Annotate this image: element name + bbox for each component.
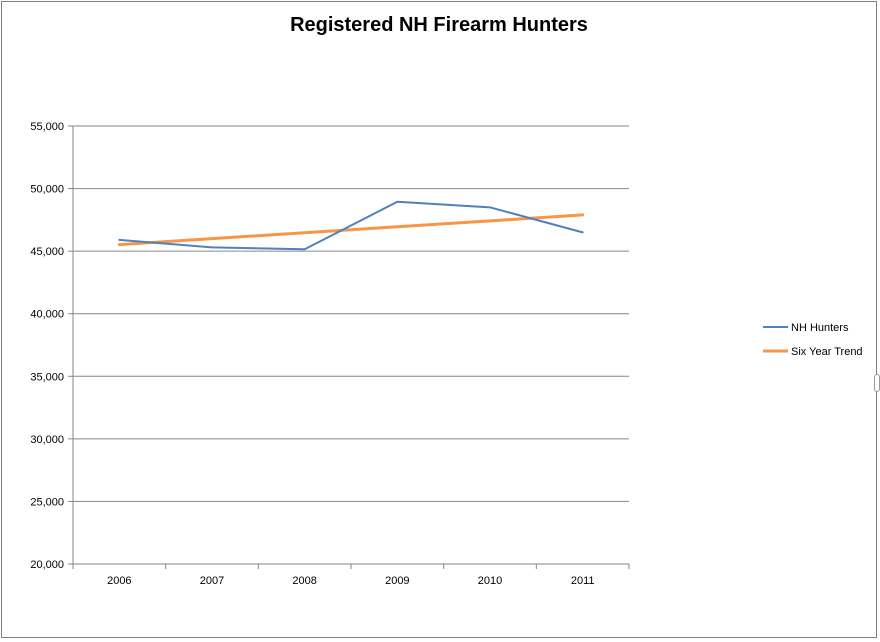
- x-tick-label: 2006: [107, 575, 131, 587]
- x-tick-label: 2007: [200, 575, 224, 587]
- y-tick-label: 55,000: [30, 121, 64, 133]
- x-tick-label: 2009: [385, 575, 409, 587]
- y-tick-label: 50,000: [30, 184, 64, 196]
- chart-title: Registered NH Firearm Hunters: [290, 14, 588, 36]
- y-tick-label: 45,000: [30, 246, 64, 258]
- x-tick-label: 2008: [292, 575, 316, 587]
- x-tick-label: 2011: [571, 575, 595, 587]
- x-tick-label: 2010: [478, 575, 502, 587]
- series-line-six-year-trend: [117, 213, 585, 247]
- series-lines: [117, 200, 585, 251]
- y-tick-label: 20,000: [30, 559, 64, 571]
- legend-label: Six Year Trend: [791, 346, 863, 358]
- y-tick-label: 35,000: [30, 371, 64, 383]
- x-axis-ticks: 2006 2007 2008 2009 2010 2011: [72, 564, 630, 587]
- legend-label: NH Hunters: [791, 322, 849, 334]
- y-tick-label: 30,000: [30, 434, 64, 446]
- series-line-nh-hunters: [118, 200, 584, 251]
- y-axis-ticks: 20,000 25,000 30,000 35,000 40,000 45,000 50,0…: [30, 121, 73, 571]
- legend: NH Hunters Six Year Trend: [763, 322, 863, 358]
- gridlines: [73, 125, 629, 502]
- y-tick-label: 40,000: [30, 309, 64, 321]
- y-tick-label: 25,000: [30, 496, 64, 508]
- axes: [72, 126, 629, 565]
- resize-handle[interactable]: [874, 374, 880, 392]
